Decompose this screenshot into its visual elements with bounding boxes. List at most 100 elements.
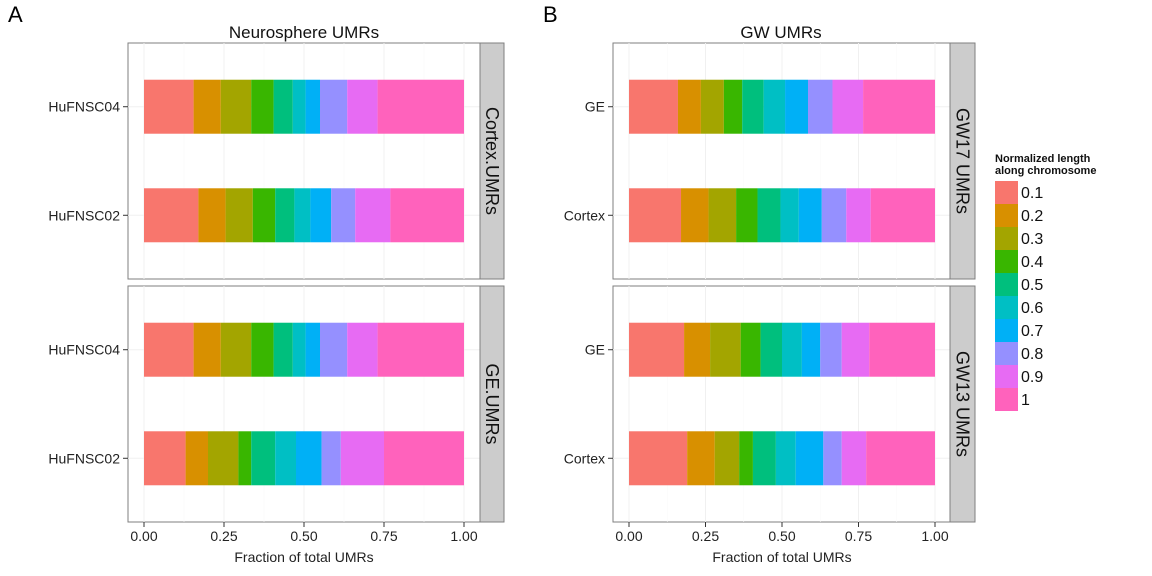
x-tick-label: 0.50 <box>290 528 317 544</box>
bar-segment <box>742 79 764 134</box>
y-tick-label: HuFNSC02 <box>48 450 120 466</box>
bar-segment <box>801 322 821 377</box>
bar-segment <box>331 188 356 243</box>
legend-swatch <box>995 204 1018 227</box>
facet-panel: HuFNSC04 HuFNSC02 GE.UMRs <box>48 285 505 523</box>
legend-swatch <box>995 250 1018 273</box>
bar-segment <box>390 188 464 243</box>
bar-segment <box>681 188 709 243</box>
chart-title: GW UMRs <box>740 23 821 42</box>
x-tick-label: 0.75 <box>845 528 872 544</box>
bar-segment <box>629 431 688 486</box>
legend-swatch <box>995 388 1018 411</box>
bar-segment <box>273 79 293 134</box>
bar-segment <box>832 79 864 134</box>
bar-segment <box>252 188 276 243</box>
bar-segment <box>846 188 871 243</box>
x-tick-label: 1.00 <box>450 528 477 544</box>
bar-cortex <box>629 431 935 486</box>
bar-segment <box>629 79 678 134</box>
facet-strip-label: GE.UMRs <box>482 364 502 445</box>
facet-strip-label: GW13 UMRs <box>953 351 973 457</box>
facet-panel: GE Cortex GW17 UMRs <box>564 42 976 280</box>
bar-segment <box>321 431 341 486</box>
legend-label: 0.2 <box>1021 208 1043 225</box>
legend-item: 0.1 <box>995 181 1043 204</box>
bar-hufnsc04 <box>144 322 464 377</box>
legend-title: Normalized length <box>995 153 1091 165</box>
bar-segment <box>208 431 239 486</box>
legend-item: 0.4 <box>995 250 1043 273</box>
bar-segment <box>275 188 295 243</box>
bar-segment <box>700 79 724 134</box>
bar-segment <box>723 79 743 134</box>
bar-segment <box>310 188 332 243</box>
bar-segment <box>869 322 935 377</box>
bar-segment <box>355 188 391 243</box>
bar-segment <box>782 322 802 377</box>
x-tick-label: 0.75 <box>370 528 397 544</box>
bar-segment <box>144 188 199 243</box>
bar-segment <box>736 188 758 243</box>
bar-segment <box>292 79 306 134</box>
legend-label: 0.8 <box>1021 346 1043 363</box>
facet-strip <box>479 42 505 280</box>
chart-neurosphere: A Neurosphere UMRs HuFNSC04 HuFNSC02 Cortex.… <box>8 2 505 565</box>
bar-segment <box>275 431 296 486</box>
bar-segment <box>863 79 935 134</box>
bar-segment <box>687 431 715 486</box>
legend-swatch <box>995 227 1018 250</box>
legend-swatch <box>995 365 1018 388</box>
bar-segment <box>305 322 320 377</box>
legend-label: 0.9 <box>1021 369 1043 386</box>
bar-segment <box>185 431 208 486</box>
bar-segment <box>273 322 293 377</box>
bar-segment <box>225 188 253 243</box>
panel-letter: B <box>543 2 558 27</box>
bar-cortex <box>629 188 935 243</box>
legend-item: 0.5 <box>995 273 1043 296</box>
bar-segment <box>629 322 685 377</box>
legend-title: along chromosome <box>995 165 1096 177</box>
bar-segment <box>752 431 776 486</box>
bar-segment <box>780 188 799 243</box>
bar-hufnsc04 <box>144 79 464 134</box>
bar-segment <box>677 79 701 134</box>
legend-swatch <box>995 342 1018 365</box>
legend-label: 0.4 <box>1021 254 1043 271</box>
bar-segment <box>629 188 682 243</box>
facet-strip-label: Cortex.UMRs <box>482 107 502 215</box>
panel-letter: A <box>8 2 23 27</box>
y-tick-label: HuFNSC04 <box>48 99 120 115</box>
bar-segment <box>347 79 378 134</box>
bar-segment <box>220 79 252 134</box>
legend-item: 0.3 <box>995 227 1043 250</box>
legend-label: 0.7 <box>1021 323 1043 340</box>
facet-panel: HuFNSC04 HuFNSC02 Cortex.UMRs <box>48 42 505 280</box>
legend-swatch <box>995 296 1018 319</box>
bar-segment <box>763 79 786 134</box>
bar-segment <box>785 79 809 134</box>
x-tick-label: 0.25 <box>210 528 237 544</box>
chart-gw: B GW UMRs GE Cortex GW17 UMRs GE Cortex GW13 UM… <box>543 2 976 565</box>
facet-strip <box>479 285 505 523</box>
bar-segment <box>684 322 711 377</box>
legend-item: 0.8 <box>995 342 1043 365</box>
bar-hufnsc02 <box>144 188 464 243</box>
bar-segment <box>866 431 935 486</box>
bar-segment <box>340 431 384 486</box>
x-axis-title: Fraction of total UMRs <box>234 549 373 565</box>
legend-item: 0.9 <box>995 365 1043 388</box>
legend-item: 0.7 <box>995 319 1043 342</box>
bar-segment <box>220 322 252 377</box>
bar-segment <box>798 188 822 243</box>
legend-item: 0.2 <box>995 204 1043 227</box>
bar-segment <box>144 431 186 486</box>
bar-segment <box>870 188 935 243</box>
legend-item: 0.6 <box>995 296 1043 319</box>
legend-label: 0.5 <box>1021 277 1043 294</box>
bar-segment <box>823 431 842 486</box>
y-tick-label: GE <box>585 99 605 115</box>
x-tick-label: 0.50 <box>768 528 795 544</box>
